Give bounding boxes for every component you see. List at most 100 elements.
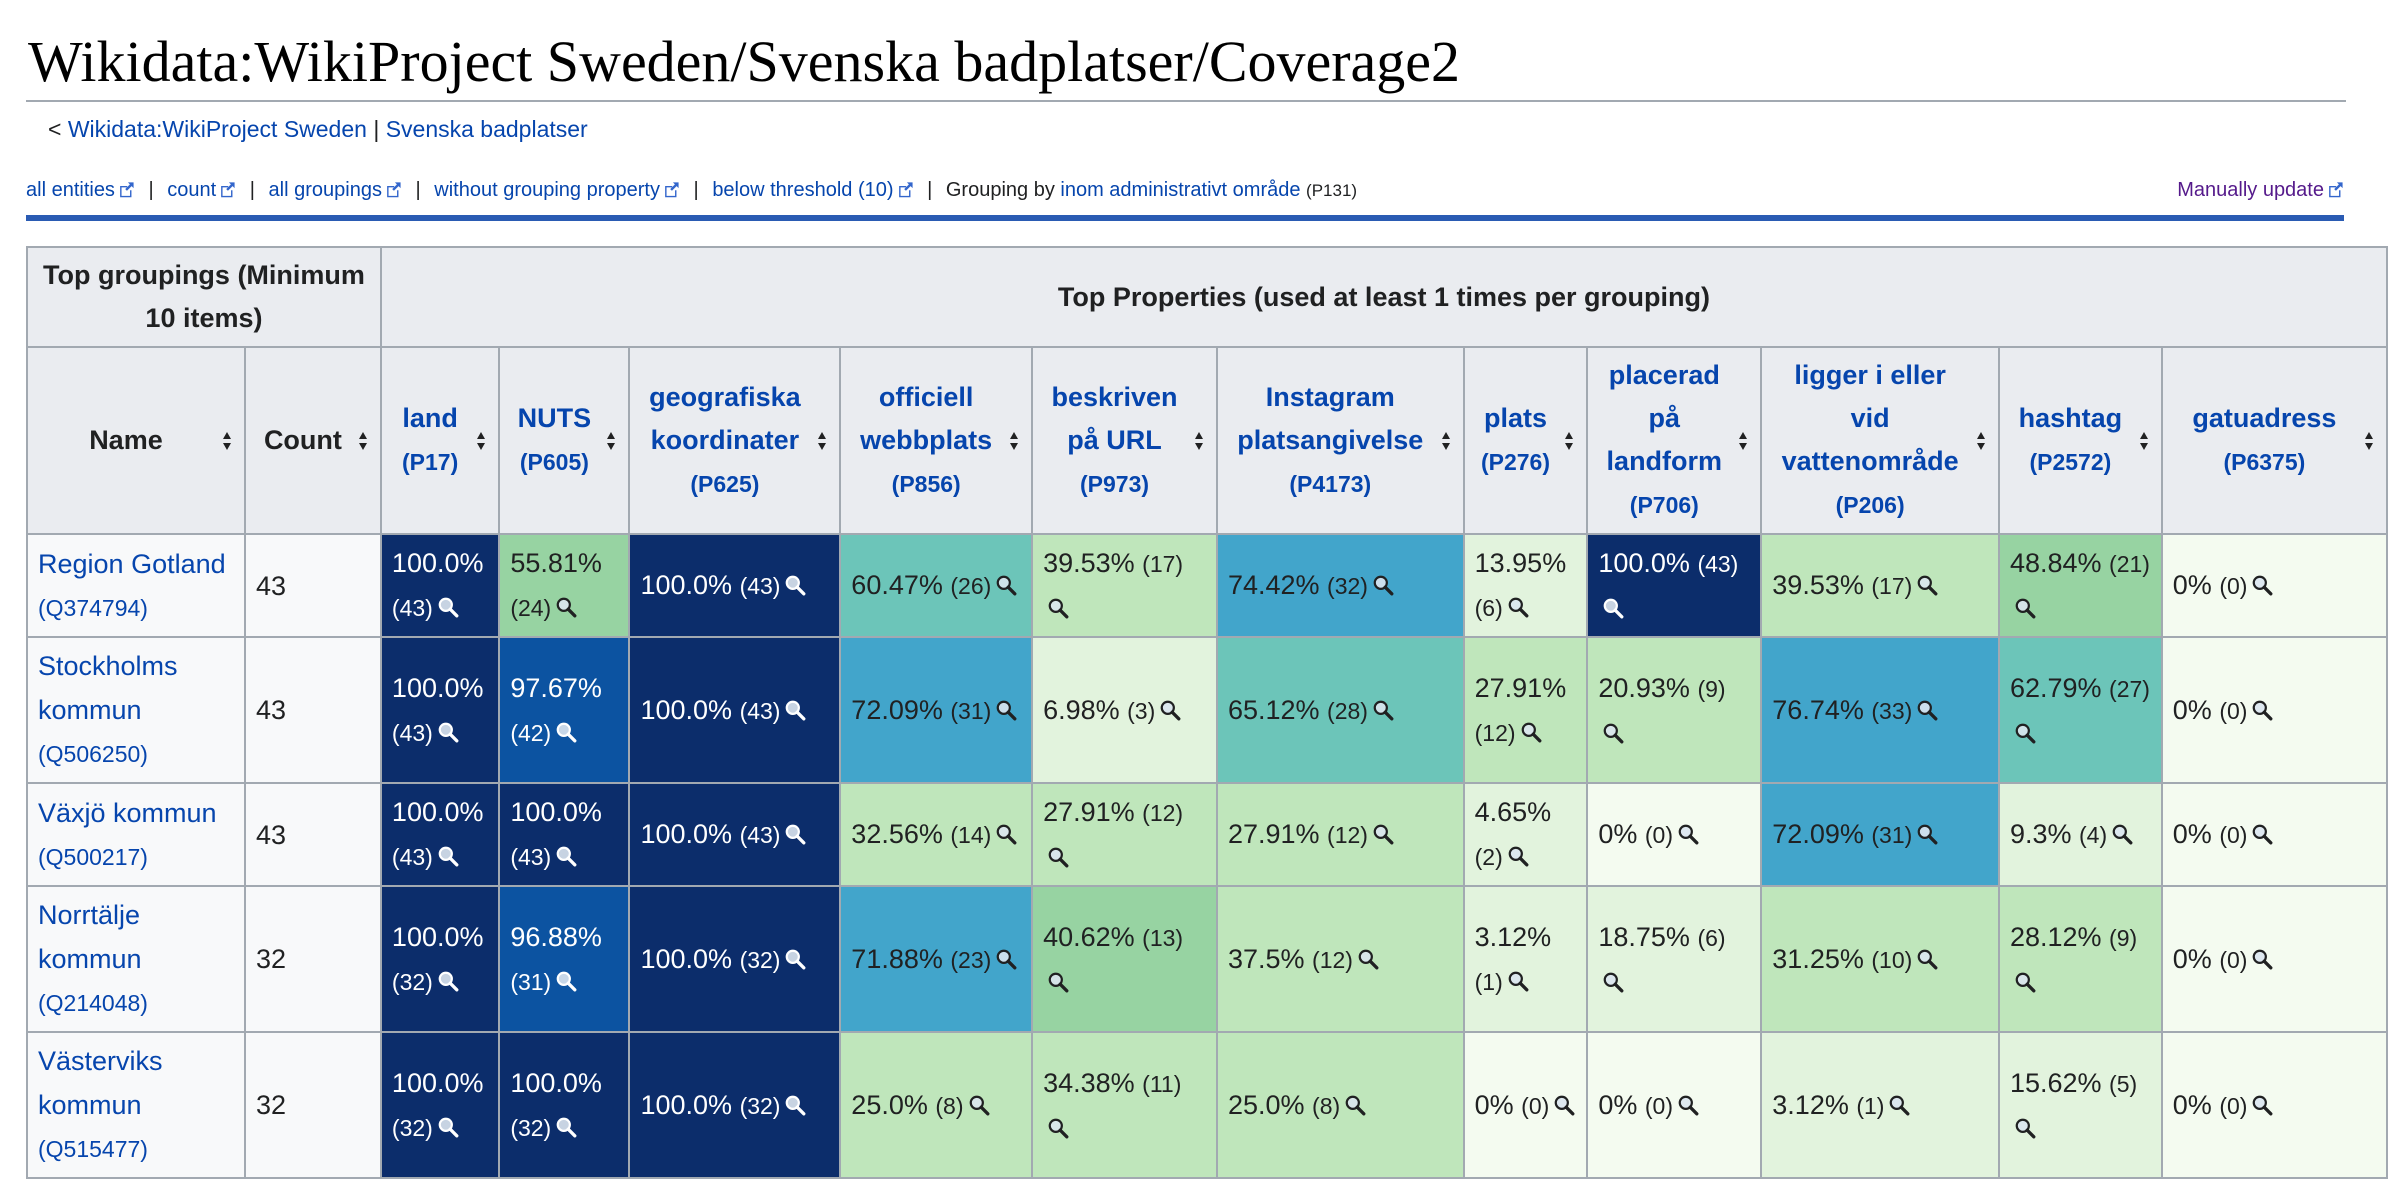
property-id-link[interactable]: (P625)	[690, 470, 760, 497]
nav-link-without-grouping[interactable]: without grouping property	[434, 179, 660, 201]
magnifier-icon[interactable]	[1047, 971, 1069, 993]
property-id-link[interactable]: (P276)	[1480, 449, 1550, 475]
magnifier-icon[interactable]	[1507, 845, 1529, 867]
magnifier-icon[interactable]	[437, 845, 459, 867]
magnifier-icon[interactable]	[1507, 970, 1529, 992]
magnifier-icon[interactable]	[2251, 699, 2273, 721]
grouping-qid-link[interactable]: (Q374794)	[38, 594, 148, 621]
property-id-link[interactable]: (P706)	[1629, 492, 1699, 518]
property-link[interactable]: ligger i eller vid vattenområde	[1781, 360, 1959, 476]
property-id-link[interactable]: (P4173)	[1289, 470, 1372, 497]
magnifier-icon[interactable]	[1372, 823, 1394, 845]
magnifier-icon[interactable]	[1677, 823, 1699, 845]
grouping-qid-link[interactable]: (Q500217)	[38, 843, 148, 870]
magnifier-icon[interactable]	[784, 823, 806, 845]
magnifier-icon[interactable]	[1047, 597, 1069, 619]
magnifier-icon[interactable]	[555, 845, 577, 867]
magnifier-icon[interactable]	[1344, 1094, 1366, 1116]
magnifier-icon[interactable]	[1520, 721, 1542, 743]
magnifier-icon[interactable]	[2014, 971, 2036, 993]
magnifier-icon[interactable]	[995, 699, 1017, 721]
property-id-link[interactable]: (P605)	[519, 449, 589, 475]
magnifier-icon[interactable]	[1159, 699, 1181, 721]
magnifier-icon[interactable]	[555, 721, 577, 743]
column-header-property[interactable]: officiell webbplats (P856)	[839, 346, 1034, 535]
magnifier-icon[interactable]	[1677, 1094, 1699, 1116]
magnifier-icon[interactable]	[1507, 596, 1529, 618]
magnifier-icon[interactable]	[437, 596, 459, 618]
nav-link-count[interactable]: count	[167, 179, 217, 201]
column-header-property[interactable]: Instagram platsangivelse (P4173)	[1215, 346, 1465, 535]
magnifier-icon[interactable]	[2014, 1117, 2036, 1139]
magnifier-icon[interactable]	[1357, 948, 1379, 970]
magnifier-icon[interactable]	[2111, 823, 2133, 845]
column-header-property[interactable]: gatuadress (P6375)	[2160, 346, 2388, 535]
magnifier-icon[interactable]	[1372, 699, 1394, 721]
property-link[interactable]: beskriven på URL	[1051, 381, 1178, 455]
property-link[interactable]: land	[402, 403, 458, 433]
magnifier-icon[interactable]	[2014, 722, 2036, 744]
grouping-link[interactable]: Västerviks kommun	[38, 1046, 163, 1120]
magnifier-icon[interactable]	[555, 970, 577, 992]
magnifier-icon[interactable]	[1047, 846, 1069, 868]
magnifier-icon[interactable]	[1372, 574, 1394, 596]
column-header-property[interactable]: plats (P276)	[1462, 346, 1589, 535]
magnifier-icon[interactable]	[2251, 574, 2273, 596]
column-header-property[interactable]: geografiska koordinater (P625)	[628, 346, 842, 535]
column-header-property[interactable]: hashtag (P2572)	[1997, 346, 2163, 535]
magnifier-icon[interactable]	[2251, 948, 2273, 970]
magnifier-icon[interactable]	[1602, 722, 1624, 744]
grouping-link[interactable]: Region Gotland	[38, 548, 226, 579]
column-header-property[interactable]: NUTS (P605)	[498, 346, 631, 535]
nav-link-all-groupings[interactable]: all groupings	[268, 179, 382, 201]
column-header-property[interactable]: beskriven på URL (P973)	[1031, 346, 1218, 535]
grouping-link[interactable]: Norrtälje kommun	[38, 900, 142, 974]
column-header-property[interactable]: placerad på landform (P706)	[1586, 346, 1763, 535]
magnifier-icon[interactable]	[995, 574, 1017, 596]
column-header-property[interactable]: ligger i eller vid vattenområde (P206)	[1760, 346, 2000, 535]
property-id-link[interactable]: (P17)	[401, 449, 459, 475]
magnifier-icon[interactable]	[2251, 1094, 2273, 1116]
magnifier-icon[interactable]	[437, 970, 459, 992]
property-link[interactable]: hashtag	[2018, 403, 2123, 433]
grouping-property-link[interactable]: inom administrativt område	[1060, 179, 1301, 201]
grouping-qid-link[interactable]: (Q214048)	[38, 990, 148, 1016]
magnifier-icon[interactable]	[2014, 597, 2036, 619]
grouping-qid-link[interactable]: (Q506250)	[38, 741, 148, 767]
property-link[interactable]: NUTS	[517, 403, 592, 433]
magnifier-icon[interactable]	[784, 948, 806, 970]
property-id-link[interactable]: (P856)	[891, 470, 961, 497]
column-header-property[interactable]: land (P17)	[379, 346, 501, 535]
property-link[interactable]: geografiska koordinater	[649, 381, 801, 455]
nav-link-below-threshold[interactable]: below threshold (10)	[712, 179, 894, 201]
magnifier-icon[interactable]	[1888, 1094, 1910, 1116]
magnifier-icon[interactable]	[995, 823, 1017, 845]
property-id-link[interactable]: (P206)	[1835, 492, 1905, 518]
magnifier-icon[interactable]	[1916, 823, 1938, 845]
magnifier-icon[interactable]	[1602, 597, 1624, 619]
property-link[interactable]: officiell webbplats	[860, 381, 993, 455]
property-id-link[interactable]: (P6375)	[2223, 449, 2306, 475]
grouping-qid-link[interactable]: (Q515477)	[38, 1136, 148, 1162]
breadcrumb-child-link[interactable]: Svenska badplatser	[385, 116, 588, 142]
magnifier-icon[interactable]	[1553, 1094, 1575, 1116]
magnifier-icon[interactable]	[437, 1116, 459, 1138]
magnifier-icon[interactable]	[1916, 574, 1938, 596]
magnifier-icon[interactable]	[784, 574, 806, 596]
magnifier-icon[interactable]	[784, 1094, 806, 1116]
grouping-link[interactable]: Växjö kommun	[38, 797, 217, 828]
column-header-count[interactable]: Count	[243, 346, 382, 535]
property-link[interactable]: gatuadress	[2192, 403, 2337, 433]
property-link[interactable]: plats	[1483, 403, 1547, 433]
magnifier-icon[interactable]	[1047, 1117, 1069, 1139]
magnifier-icon[interactable]	[784, 699, 806, 721]
column-header-name[interactable]: Name	[26, 346, 246, 535]
property-id-link[interactable]: (P2572)	[2029, 449, 2112, 475]
property-link[interactable]: placerad på landform	[1606, 360, 1723, 476]
grouping-link[interactable]: Stockholms kommun	[38, 651, 178, 725]
magnifier-icon[interactable]	[1916, 948, 1938, 970]
magnifier-icon[interactable]	[2251, 823, 2273, 845]
magnifier-icon[interactable]	[555, 1116, 577, 1138]
magnifier-icon[interactable]	[968, 1094, 990, 1116]
magnifier-icon[interactable]	[995, 948, 1017, 970]
